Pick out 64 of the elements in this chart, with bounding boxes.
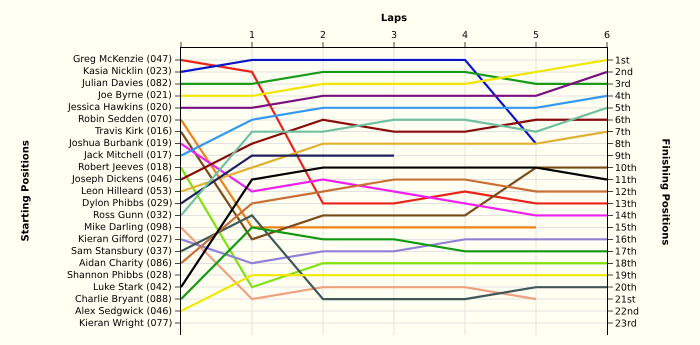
line-series: [181, 130, 607, 240]
line-series: [181, 58, 607, 97]
series-label: Jack Mitchell (017): [83, 150, 172, 161]
y-tick-label: 14th: [614, 210, 637, 222]
y-tick-label: 5th: [614, 103, 631, 114]
x-tick-label: 5: [532, 30, 540, 42]
series-label: Travis Kirk (016): [94, 126, 172, 137]
y-tick-label: 8th: [614, 138, 631, 150]
y-tick-label: 11th: [614, 174, 637, 186]
line-series: [181, 94, 607, 157]
y-tick-label: 19th: [614, 270, 637, 282]
series-label: Mike Darling (098): [84, 222, 172, 233]
y-tick-label: 6th: [614, 115, 631, 126]
y-tick-label: 15th: [614, 222, 637, 234]
line-series: [181, 142, 607, 217]
y-tick-label: 10th: [614, 162, 637, 174]
line-series: [181, 118, 607, 181]
x-tick-label: 3: [390, 30, 398, 42]
x-tick-label: 6: [604, 30, 610, 42]
series-label: Dylon Phibbs (029): [82, 198, 172, 209]
line-series: [181, 106, 607, 217]
series-label: Greg McKenzie (047): [73, 54, 172, 65]
series-label: Luke Stark (042): [93, 282, 172, 293]
series-label: Robin Sedden (070): [78, 114, 172, 125]
y-tick-label: 22nd: [614, 306, 640, 318]
series-label: Joshua Burbank (019): [68, 138, 172, 149]
series-label: Ross Gunn (032): [93, 210, 172, 221]
y-tick-label: 7th: [614, 127, 631, 138]
x-tick-label: 4: [462, 30, 468, 42]
series-label: Julian Davies (082): [81, 78, 172, 89]
series-label: Aidan Charity (086): [79, 258, 172, 269]
y-tick-label: 18th: [614, 258, 637, 270]
y-tick-label: 4th: [614, 91, 631, 102]
series-label: Sam Stansbury (037): [71, 246, 172, 257]
y-tick-label: 23rd: [614, 318, 637, 330]
y-tick-label: 13th: [614, 198, 637, 210]
y-tick-label: 20th: [614, 282, 637, 294]
y-tick-label: 17th: [614, 246, 637, 258]
text: Kieran Wright (077): [79, 318, 172, 329]
x-tick-label: 2: [320, 30, 326, 42]
x-axis-title: Laps: [380, 13, 408, 24]
y-tick-label: 9th: [614, 150, 631, 162]
text: Starting Positions: [20, 140, 32, 242]
series-label: Joseph Dickens (046): [71, 174, 172, 185]
series-label: Alex Sedgwick (046): [75, 306, 172, 317]
series-label: Kieran Gifford (027): [78, 234, 172, 245]
series-label: Jessica Hawkins (020): [67, 102, 172, 113]
series-label: Kasia Nicklin (023): [83, 66, 172, 77]
line-series: [181, 58, 607, 205]
text: Shannon Phibbs (028): [67, 270, 172, 281]
series-label: Joe Byrne (021): [97, 90, 172, 101]
series-label: Leon Hilleard (053): [81, 186, 172, 197]
y-tick-label: 3rd: [614, 79, 631, 90]
y-tick-label: 12th: [614, 186, 637, 198]
series-label: Charlie Bryant (088): [75, 294, 172, 305]
line-series: [181, 178, 607, 264]
y-tick-label: 1st: [614, 55, 630, 66]
y-tick-label: 2nd: [614, 67, 634, 78]
y-axis-title: Finishing Positions: [660, 138, 670, 246]
y-tick-label: 21st: [614, 294, 636, 306]
y-tick-label: 16th: [614, 234, 637, 246]
series-label: Robert Jeeves (018): [78, 162, 172, 173]
line-series: [181, 130, 607, 193]
x-tick-label: 1: [248, 30, 256, 42]
